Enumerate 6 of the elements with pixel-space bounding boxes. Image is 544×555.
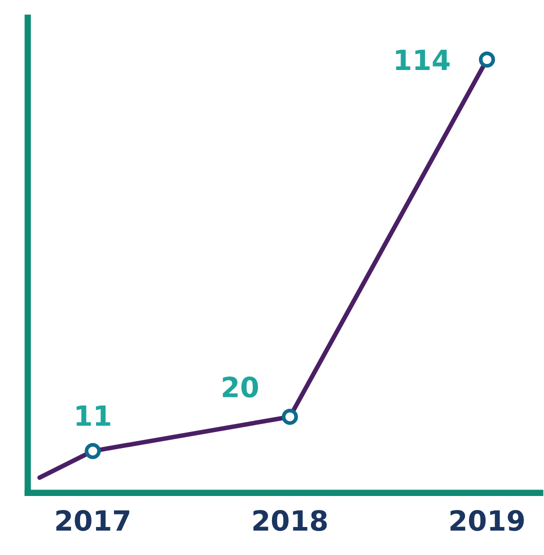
x-tick-label: 2019 [450, 510, 524, 532]
data-label: 20 [222, 376, 258, 398]
x-tick-label: 2017 [56, 510, 130, 532]
x-tick-label: 2018 [253, 510, 327, 532]
data-label: 114 [396, 50, 450, 70]
data-label: 11 [76, 406, 110, 426]
